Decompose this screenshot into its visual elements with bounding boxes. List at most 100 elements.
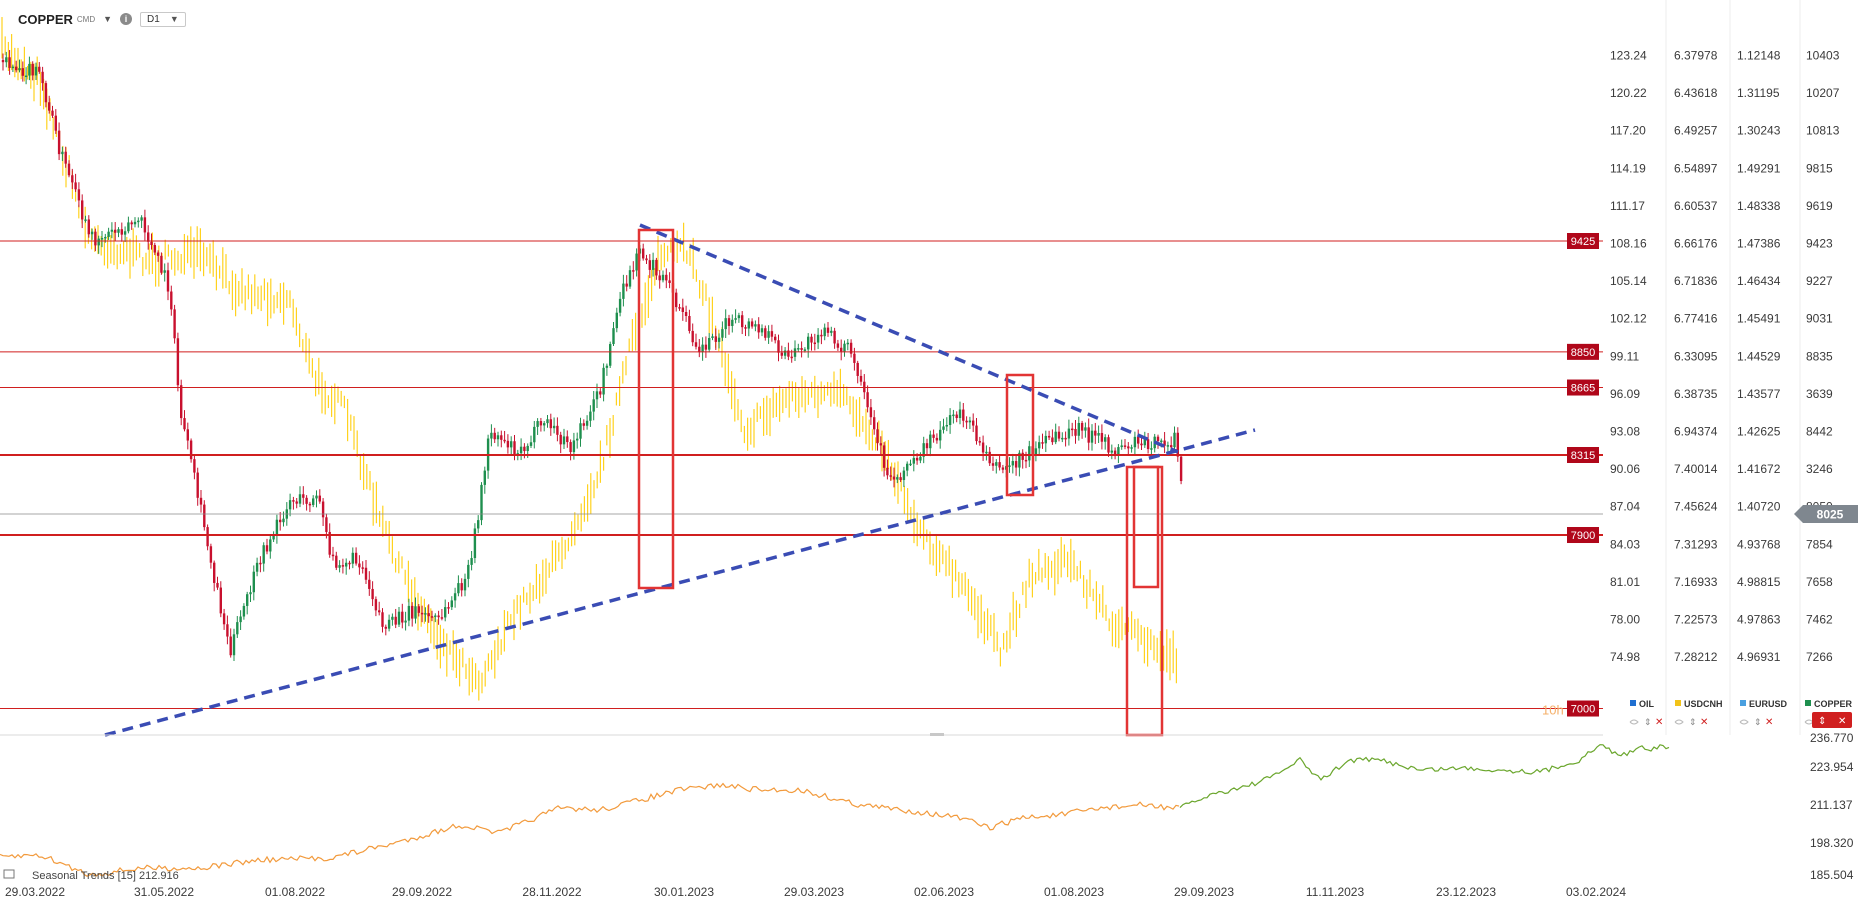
copper-candle-body [87,219,90,235]
copper-candle-body [176,338,180,386]
horizontal-levels[interactable]: 9425 8850 8665 8315 7900 7000 10h [0,233,1603,718]
pane-resize-handle [930,733,944,736]
copper-candle-body [272,535,275,540]
copper-candle-body [371,588,374,600]
annotations[interactable] [104,223,1256,737]
copper-candle-body [840,347,843,352]
copper-candle-body [1074,428,1077,436]
copper-candle-body [622,283,625,299]
info-icon[interactable]: i [120,13,133,25]
copper-candle-body [246,594,249,606]
copper-candle-body [658,275,661,281]
copper-candle-body [981,442,985,453]
price-axis-label: 6.71836 [1674,274,1718,288]
price-axis-label: 102.12 [1610,312,1647,326]
copper-candle-body [430,616,434,618]
updown-icon: ⇕ [1689,717,1697,727]
level-tag-7900 [1567,527,1599,544]
copper-candle-body [335,555,338,568]
copper-candle-body [117,229,120,233]
copper-candle-body [972,420,975,426]
copper-candle-body [552,425,556,429]
copper-candle-body [477,520,480,529]
price-axis-label: 6.66176 [1674,237,1718,251]
level-label-8315: 8315 [1571,450,1595,462]
copper-candle-body [513,441,516,455]
copper-candle-body [104,236,107,239]
copper-candle-body [153,245,156,253]
annotation-box [1005,373,1035,497]
price-axis-label: 78.00 [1610,613,1640,627]
copper-candle-body [642,248,645,259]
copper-candle-body [414,606,417,619]
copper-candle-body [800,348,803,350]
timeframe-select[interactable]: D1 ▼ [140,11,186,27]
legend-swatch [1740,700,1746,706]
copper-candle-body [879,443,882,446]
updown-icon: ⇕ [1644,717,1652,727]
copper-candle-body [500,435,503,440]
price-axis-label: 6.38735 [1674,387,1718,401]
copper-candle-body [354,552,358,564]
copper-candle-body [965,420,968,423]
copper-candle-body [906,463,909,471]
copper-candle-body [519,446,523,454]
time-axis-label: 29.09.2022 [392,885,452,899]
symbol-name[interactable]: COPPER [18,11,73,27]
close-icon: ✕ [1838,716,1846,727]
copper-candle-body [506,440,510,448]
legend-item-copper: COPPER [1814,699,1853,709]
symbol-type: CMD [76,14,96,24]
copper-candle-body [1018,452,1021,468]
copper-candle-body [496,435,500,440]
level-label-7000: 7000 [1571,704,1595,716]
level-tag-8315 [1567,447,1599,463]
copper-candle-body [473,528,477,559]
copper-candle-body [143,217,147,233]
chevron-down-icon[interactable]: ▼ [103,14,113,24]
copper-candle-body [1014,461,1018,468]
copper-candle-body [1140,443,1143,446]
copper-candle-body [1034,448,1038,456]
price-axis-label: 7.40014 [1674,462,1718,476]
level-tag-8850 [1567,343,1599,360]
copper-candle-body [480,484,483,521]
copper-candle-body [770,331,774,337]
chevron-down-icon: ▼ [169,14,179,24]
copper-candle-body [727,318,731,326]
price-axis-label: 117.20 [1610,124,1646,138]
price-axis-label: 4.93768 [1737,537,1781,551]
copper-candle-body [1104,437,1107,442]
price-axis-label: 108.16 [1610,237,1647,251]
price-axis-label: 7854 [1806,537,1833,551]
copper-candle-body [1044,435,1047,444]
copper-candle-body [734,318,737,320]
copper-candle-body [585,420,589,426]
price-axis-label: 7.31293 [1674,537,1718,551]
copper-candle-body [189,440,193,460]
legend-swatch [1630,700,1636,706]
close-icon: ✕ [1655,717,1663,728]
copper-candle-body [1094,430,1097,436]
copper-candle-body [81,200,84,220]
copper-candle-body [896,477,899,480]
copper-candle-body [764,328,767,338]
copper-candle-body [321,501,325,518]
price-axis-label: 123.24 [1610,49,1647,63]
copper-candle-body [757,324,760,333]
time-axis-label: 30.01.2023 [654,885,714,899]
copper-candle-body [714,336,717,342]
copper-candle-body [529,442,533,446]
copper-candle-body [648,260,651,270]
copper-candle-body [902,470,906,481]
copper-candle-body [935,437,939,441]
copper-candle-body [463,578,467,591]
copper-candle-body [503,439,506,442]
copper-candle-body [863,381,866,393]
price-axis-label: 7462 [1806,613,1833,627]
copper-candle-body [407,605,411,621]
close-icon: ✕ [1765,717,1773,728]
price-axis-label: 4.97863 [1737,613,1781,627]
